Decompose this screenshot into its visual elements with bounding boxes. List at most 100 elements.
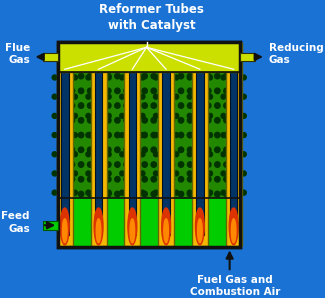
Circle shape: [160, 132, 165, 138]
Circle shape: [106, 147, 111, 153]
Circle shape: [153, 190, 158, 195]
Circle shape: [151, 88, 156, 94]
Circle shape: [106, 118, 111, 123]
Circle shape: [115, 191, 120, 197]
Circle shape: [72, 75, 77, 80]
Circle shape: [72, 190, 77, 195]
Circle shape: [52, 75, 57, 80]
Circle shape: [151, 191, 156, 197]
Circle shape: [174, 152, 179, 157]
Circle shape: [78, 147, 84, 153]
Circle shape: [215, 191, 220, 197]
Circle shape: [215, 73, 220, 79]
Circle shape: [151, 147, 156, 153]
Bar: [90, 43, 107, 246]
Circle shape: [174, 114, 179, 118]
Circle shape: [208, 133, 213, 137]
Circle shape: [97, 73, 102, 79]
Circle shape: [60, 88, 66, 94]
Circle shape: [69, 176, 75, 182]
Circle shape: [72, 133, 77, 137]
Circle shape: [197, 176, 202, 182]
Circle shape: [87, 118, 93, 123]
Circle shape: [241, 133, 246, 137]
Circle shape: [188, 147, 193, 153]
Circle shape: [188, 132, 193, 138]
Circle shape: [60, 73, 66, 79]
Circle shape: [215, 103, 220, 108]
Circle shape: [153, 133, 158, 137]
Circle shape: [115, 118, 120, 123]
Text: Fuel Gas and
Combustion Air: Fuel Gas and Combustion Air: [190, 275, 280, 297]
Circle shape: [233, 147, 238, 153]
Circle shape: [86, 114, 91, 118]
Circle shape: [151, 73, 156, 79]
Circle shape: [97, 132, 102, 138]
Circle shape: [78, 191, 84, 197]
Circle shape: [133, 132, 138, 138]
Circle shape: [52, 114, 57, 118]
Circle shape: [140, 75, 145, 80]
Circle shape: [133, 176, 138, 182]
Circle shape: [178, 103, 184, 108]
Circle shape: [233, 118, 238, 123]
Circle shape: [97, 118, 102, 123]
Circle shape: [160, 103, 165, 108]
Circle shape: [169, 118, 175, 123]
Bar: [58, 42, 240, 72]
Circle shape: [142, 162, 147, 167]
Circle shape: [233, 132, 238, 138]
Circle shape: [87, 162, 93, 167]
Circle shape: [106, 162, 111, 167]
Circle shape: [120, 94, 124, 99]
Circle shape: [133, 191, 138, 197]
Circle shape: [197, 103, 202, 108]
Circle shape: [241, 171, 246, 176]
Circle shape: [169, 162, 175, 167]
Circle shape: [221, 133, 226, 137]
Circle shape: [140, 152, 145, 157]
Circle shape: [153, 114, 158, 118]
Circle shape: [60, 147, 66, 153]
Circle shape: [197, 118, 202, 123]
Circle shape: [133, 103, 138, 108]
Circle shape: [115, 88, 120, 94]
Circle shape: [87, 88, 93, 94]
Circle shape: [178, 191, 184, 197]
Bar: [162, 46, 170, 235]
Circle shape: [106, 114, 111, 118]
Ellipse shape: [130, 219, 135, 243]
Bar: [196, 46, 204, 235]
Circle shape: [241, 75, 246, 80]
Circle shape: [106, 132, 111, 138]
Circle shape: [208, 152, 213, 157]
Circle shape: [142, 191, 147, 197]
Circle shape: [208, 114, 213, 118]
Circle shape: [215, 118, 220, 123]
Circle shape: [160, 162, 165, 167]
Ellipse shape: [128, 208, 137, 245]
Circle shape: [86, 171, 91, 176]
Circle shape: [233, 162, 238, 167]
Circle shape: [241, 152, 246, 157]
Circle shape: [140, 171, 145, 176]
Circle shape: [72, 171, 77, 176]
Circle shape: [60, 103, 66, 108]
Circle shape: [72, 152, 77, 157]
Circle shape: [69, 147, 75, 153]
Circle shape: [142, 147, 147, 153]
Bar: [43, 52, 58, 61]
Bar: [58, 42, 240, 72]
Ellipse shape: [164, 219, 168, 243]
Circle shape: [178, 132, 184, 138]
Ellipse shape: [229, 208, 238, 245]
Circle shape: [120, 152, 124, 157]
Circle shape: [124, 191, 129, 197]
Circle shape: [160, 88, 165, 94]
Circle shape: [187, 75, 192, 80]
Circle shape: [133, 147, 138, 153]
Circle shape: [78, 176, 84, 182]
Circle shape: [120, 190, 124, 195]
Bar: [158, 43, 174, 246]
Circle shape: [188, 118, 193, 123]
